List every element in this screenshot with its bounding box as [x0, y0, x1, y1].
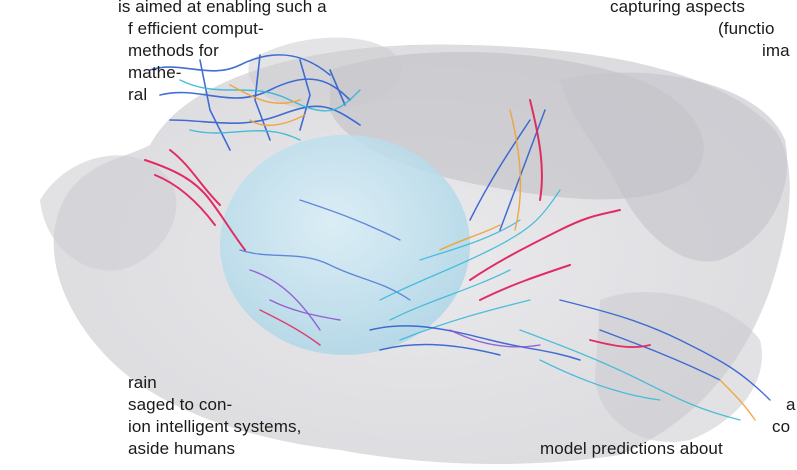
neuron-traces: [144, 53, 771, 421]
text-line: ion intelligent systems,: [128, 417, 302, 436]
text-line: saged to con-: [128, 395, 233, 414]
text-line: mathe-: [128, 63, 182, 82]
text-line: is aimed at enabling such a: [118, 0, 327, 16]
text-line: f efficient comput-: [128, 19, 264, 38]
text-line: methods for: [128, 41, 219, 60]
text-line: ima: [762, 41, 790, 60]
text-line: a: [786, 395, 796, 414]
text-line: (functio: [718, 19, 775, 38]
text-line: rain: [128, 373, 157, 392]
text-line: aside humans: [128, 439, 236, 458]
text-line: co: [772, 417, 791, 436]
text-line: ral: [128, 85, 148, 104]
striatum-region: [220, 135, 470, 355]
text-line: model predictions about: [540, 439, 723, 458]
text-line: capturing aspects: [610, 0, 745, 16]
